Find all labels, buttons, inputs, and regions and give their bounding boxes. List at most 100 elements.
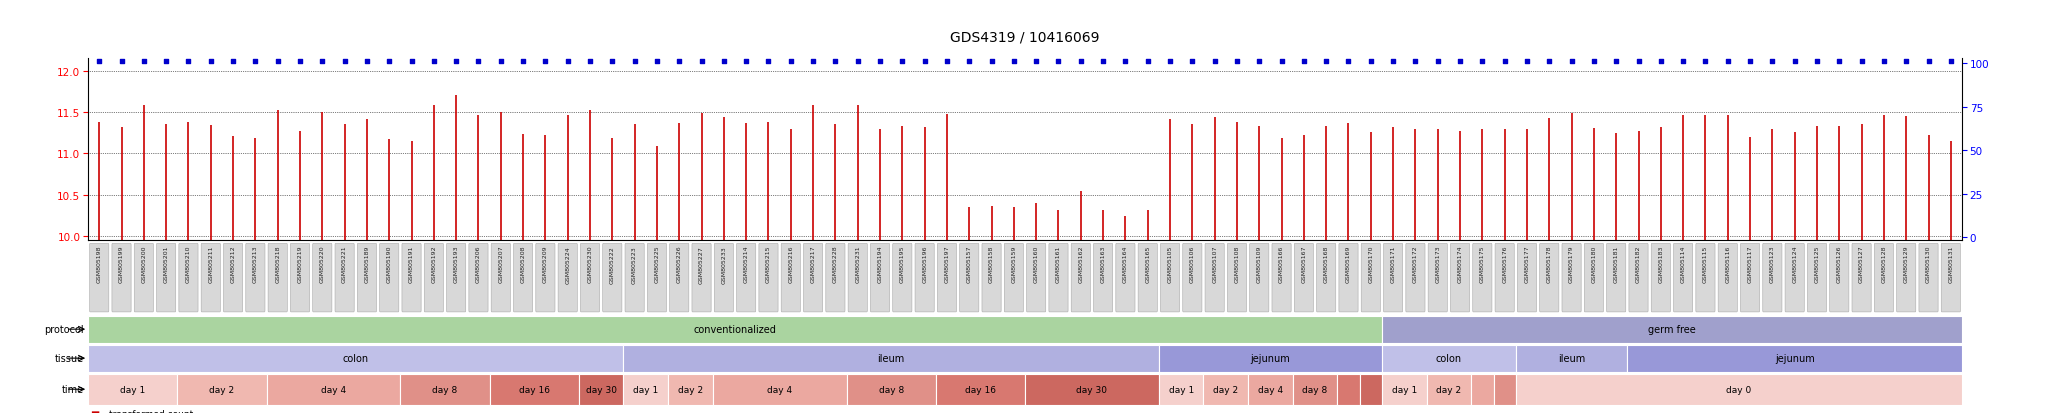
Bar bbox=[1516, 345, 1628, 372]
Text: GSM805114: GSM805114 bbox=[1681, 245, 1686, 282]
Text: GSM805233: GSM805233 bbox=[721, 245, 727, 283]
Text: GSM805226: GSM805226 bbox=[676, 245, 682, 283]
Point bbox=[1466, 59, 1499, 65]
FancyBboxPatch shape bbox=[1249, 244, 1270, 312]
Text: GSM805167: GSM805167 bbox=[1300, 245, 1307, 282]
FancyBboxPatch shape bbox=[715, 244, 733, 312]
Point bbox=[1110, 59, 1143, 65]
Point bbox=[1288, 59, 1321, 65]
FancyBboxPatch shape bbox=[848, 244, 866, 312]
FancyBboxPatch shape bbox=[1628, 244, 1649, 312]
Text: GSM805131: GSM805131 bbox=[1948, 245, 1954, 282]
FancyBboxPatch shape bbox=[780, 244, 801, 312]
Text: day 2: day 2 bbox=[1212, 385, 1239, 394]
Text: GSM805109: GSM805109 bbox=[1257, 245, 1262, 282]
Bar bbox=[623, 374, 668, 405]
Point bbox=[952, 59, 985, 65]
Text: GSM805183: GSM805183 bbox=[1659, 245, 1663, 282]
Text: GSM805166: GSM805166 bbox=[1280, 245, 1284, 282]
Text: GSM805198: GSM805198 bbox=[96, 245, 102, 282]
Text: day 8: day 8 bbox=[1303, 385, 1327, 394]
Bar bbox=[1159, 345, 1382, 372]
Text: GSM805162: GSM805162 bbox=[1079, 245, 1083, 282]
Text: GSM805225: GSM805225 bbox=[655, 245, 659, 283]
FancyBboxPatch shape bbox=[537, 244, 555, 312]
Bar bbox=[1427, 374, 1470, 405]
Point bbox=[819, 59, 852, 65]
Text: GSM805125: GSM805125 bbox=[1815, 245, 1819, 282]
Text: GSM805197: GSM805197 bbox=[944, 245, 950, 283]
Bar bbox=[580, 374, 623, 405]
Point bbox=[485, 59, 518, 65]
Bar bbox=[1516, 374, 1962, 405]
Text: GSM805173: GSM805173 bbox=[1436, 245, 1440, 283]
Point bbox=[842, 59, 874, 65]
Text: conventionalized: conventionalized bbox=[694, 324, 776, 335]
Text: GSM805176: GSM805176 bbox=[1501, 245, 1507, 282]
Point bbox=[395, 59, 428, 65]
Text: GSM805189: GSM805189 bbox=[365, 245, 369, 282]
Text: GSM805231: GSM805231 bbox=[856, 245, 860, 283]
FancyBboxPatch shape bbox=[1696, 244, 1714, 312]
Point bbox=[1421, 59, 1454, 65]
Text: GSM805207: GSM805207 bbox=[498, 245, 504, 283]
FancyBboxPatch shape bbox=[1673, 244, 1694, 312]
FancyBboxPatch shape bbox=[938, 244, 956, 312]
Point bbox=[1065, 59, 1098, 65]
Point bbox=[1243, 59, 1276, 65]
Point bbox=[975, 59, 1008, 65]
Text: colon: colon bbox=[1436, 353, 1462, 363]
Text: day 1: day 1 bbox=[121, 385, 145, 394]
Bar bbox=[936, 374, 1024, 405]
FancyBboxPatch shape bbox=[825, 244, 846, 312]
Point bbox=[150, 59, 182, 65]
FancyBboxPatch shape bbox=[1026, 244, 1047, 312]
FancyBboxPatch shape bbox=[1139, 244, 1157, 312]
FancyBboxPatch shape bbox=[670, 244, 688, 312]
Point bbox=[1845, 59, 1878, 65]
Text: day 8: day 8 bbox=[879, 385, 903, 394]
Text: GSM805214: GSM805214 bbox=[743, 245, 750, 283]
Text: day 1: day 1 bbox=[1393, 385, 1417, 394]
Point bbox=[1198, 59, 1231, 65]
Text: GSM805105: GSM805105 bbox=[1167, 245, 1174, 282]
Text: day 2: day 2 bbox=[1436, 385, 1462, 394]
Point bbox=[1376, 59, 1409, 65]
Point bbox=[195, 59, 227, 65]
Text: GSM805221: GSM805221 bbox=[342, 245, 346, 283]
Point bbox=[618, 59, 651, 65]
Text: GSM805228: GSM805228 bbox=[834, 245, 838, 283]
Point bbox=[1690, 59, 1722, 65]
Text: day 0: day 0 bbox=[1726, 385, 1751, 394]
Point bbox=[1577, 59, 1610, 65]
Text: GSM805220: GSM805220 bbox=[319, 245, 326, 283]
Text: day 30: day 30 bbox=[1077, 385, 1108, 394]
Point bbox=[1935, 59, 1968, 65]
FancyBboxPatch shape bbox=[1161, 244, 1180, 312]
Text: jejunum: jejunum bbox=[1251, 353, 1290, 363]
Point bbox=[127, 59, 160, 65]
FancyBboxPatch shape bbox=[135, 244, 154, 312]
Point bbox=[930, 59, 963, 65]
Text: tissue: tissue bbox=[55, 353, 84, 363]
Bar bbox=[1247, 374, 1292, 405]
FancyBboxPatch shape bbox=[223, 244, 242, 312]
FancyBboxPatch shape bbox=[90, 244, 109, 312]
Text: GSM805126: GSM805126 bbox=[1837, 245, 1841, 282]
Text: GSM805222: GSM805222 bbox=[610, 245, 614, 283]
Text: day 8: day 8 bbox=[432, 385, 457, 394]
Text: day 16: day 16 bbox=[965, 385, 995, 394]
Text: GSM805165: GSM805165 bbox=[1145, 245, 1151, 282]
Text: GSM805219: GSM805219 bbox=[297, 245, 303, 283]
Point bbox=[240, 59, 272, 65]
Text: GSM805210: GSM805210 bbox=[186, 245, 190, 282]
Text: GSM805106: GSM805106 bbox=[1190, 245, 1194, 282]
Text: GSM805159: GSM805159 bbox=[1012, 245, 1016, 282]
Text: GSM805180: GSM805180 bbox=[1591, 245, 1595, 282]
Bar bbox=[401, 374, 489, 405]
FancyBboxPatch shape bbox=[336, 244, 354, 312]
FancyBboxPatch shape bbox=[1384, 244, 1403, 312]
Text: jejunum: jejunum bbox=[1776, 353, 1815, 363]
Text: GSM805157: GSM805157 bbox=[967, 245, 971, 282]
Text: GSM805164: GSM805164 bbox=[1122, 245, 1128, 282]
